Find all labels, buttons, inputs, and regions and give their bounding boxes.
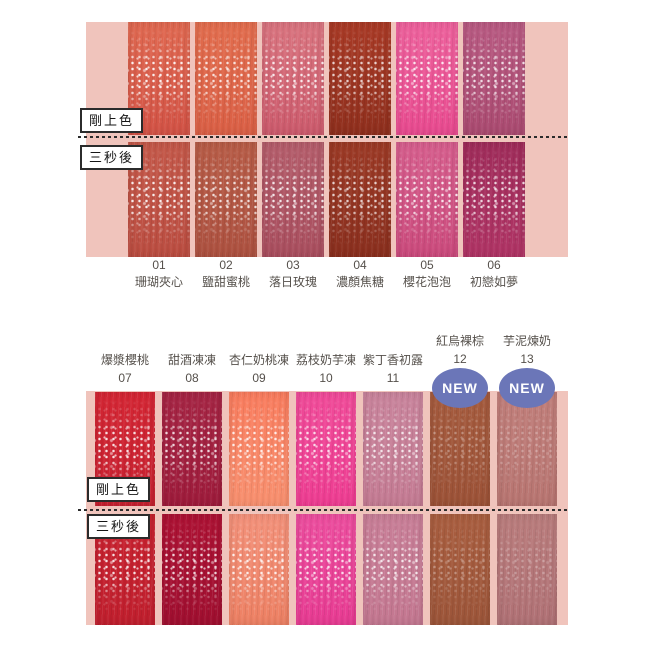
swatch-after-3s	[262, 142, 324, 257]
shade-number: 07	[118, 371, 132, 385]
shade-number: 12	[453, 352, 467, 366]
shade-name: 珊瑚夾心	[134, 275, 184, 289]
new-badge: NEW	[499, 368, 555, 408]
swatch-column: 鹽甜蜜桃 02	[195, 22, 257, 294]
shade-name: 落日玫瑰	[268, 275, 318, 289]
swatch-column: 初戀如夢 06	[463, 22, 525, 294]
shade-number: 09	[252, 371, 266, 385]
shade-number: 05	[420, 258, 434, 272]
bottom-divider-dashed-line	[78, 509, 568, 511]
swatch-column: 芋泥煉奶 13 NEW	[497, 333, 557, 625]
swatch-just-applied	[296, 392, 356, 506]
shade-number: 01	[152, 258, 166, 272]
swatch-after-3s	[463, 142, 525, 257]
swatch-column: 杏仁奶桃凍 09	[229, 333, 289, 625]
row-label-after-3s: 三秒後	[87, 514, 151, 539]
row-label-just-applied: 剛上色	[80, 108, 144, 133]
shade-name: 荔枝奶芋凍	[295, 353, 357, 367]
swatch-column: 甜酒凍凍 08	[162, 333, 222, 625]
new-badge: NEW	[432, 368, 488, 408]
swatch-after-3s	[363, 514, 423, 625]
swatch-just-applied	[430, 392, 490, 506]
shade-name: 甜酒凍凍	[167, 353, 217, 367]
shade-name: 爆漿櫻桃	[100, 353, 150, 367]
shade-name: 初戀如夢	[469, 275, 519, 289]
swatch-after-3s	[229, 514, 289, 625]
shade-number: 13	[520, 352, 534, 366]
shade-name: 鹽甜蜜桃	[201, 275, 251, 289]
shade-name: 紫丁香初露	[362, 353, 424, 367]
swatch-after-3s	[329, 142, 391, 257]
swatch-after-3s	[430, 514, 490, 625]
swatch-after-3s	[497, 514, 557, 625]
row-label-after-3s: 三秒後	[80, 145, 144, 170]
swatch-column: 落日玫瑰 03	[262, 22, 324, 294]
shade-number: 04	[353, 258, 367, 272]
swatch-just-applied	[162, 392, 222, 506]
swatch-after-3s	[296, 514, 356, 625]
swatch-column: 濃顏焦糖 04	[329, 22, 391, 294]
shade-number: 11	[386, 371, 400, 385]
shade-number: 10	[319, 371, 333, 385]
shade-number: 08	[185, 371, 199, 385]
shade-number: 02	[219, 258, 233, 272]
top-divider-dashed-line	[78, 136, 568, 138]
swatch-after-3s	[162, 514, 222, 625]
swatch-column: 紫丁香初露 11	[363, 333, 423, 625]
shade-name: 紅烏裸棕	[435, 334, 485, 348]
swatch-after-3s	[195, 142, 257, 257]
swatch-just-applied	[229, 392, 289, 506]
shade-name: 杏仁奶桃凍	[228, 353, 290, 367]
swatch-just-applied	[195, 22, 257, 135]
shade-number: 06	[487, 258, 501, 272]
shade-name: 櫻花泡泡	[402, 275, 452, 289]
swatch-just-applied	[262, 22, 324, 135]
swatch-just-applied	[363, 392, 423, 506]
swatch-just-applied	[463, 22, 525, 135]
swatch-just-applied	[329, 22, 391, 135]
shade-name: 芋泥煉奶	[502, 334, 552, 348]
row-label-just-applied: 剛上色	[87, 477, 151, 502]
shade-number: 03	[286, 258, 300, 272]
swatch-after-3s	[396, 142, 458, 257]
swatch-just-applied	[396, 22, 458, 135]
swatch-just-applied	[497, 392, 557, 506]
swatch-column: 櫻花泡泡 05	[396, 22, 458, 294]
swatch-column: 紅烏裸棕 12 NEW	[430, 333, 490, 625]
swatch-column: 荔枝奶芋凍 10	[296, 333, 356, 625]
shade-name: 濃顏焦糖	[335, 275, 385, 289]
